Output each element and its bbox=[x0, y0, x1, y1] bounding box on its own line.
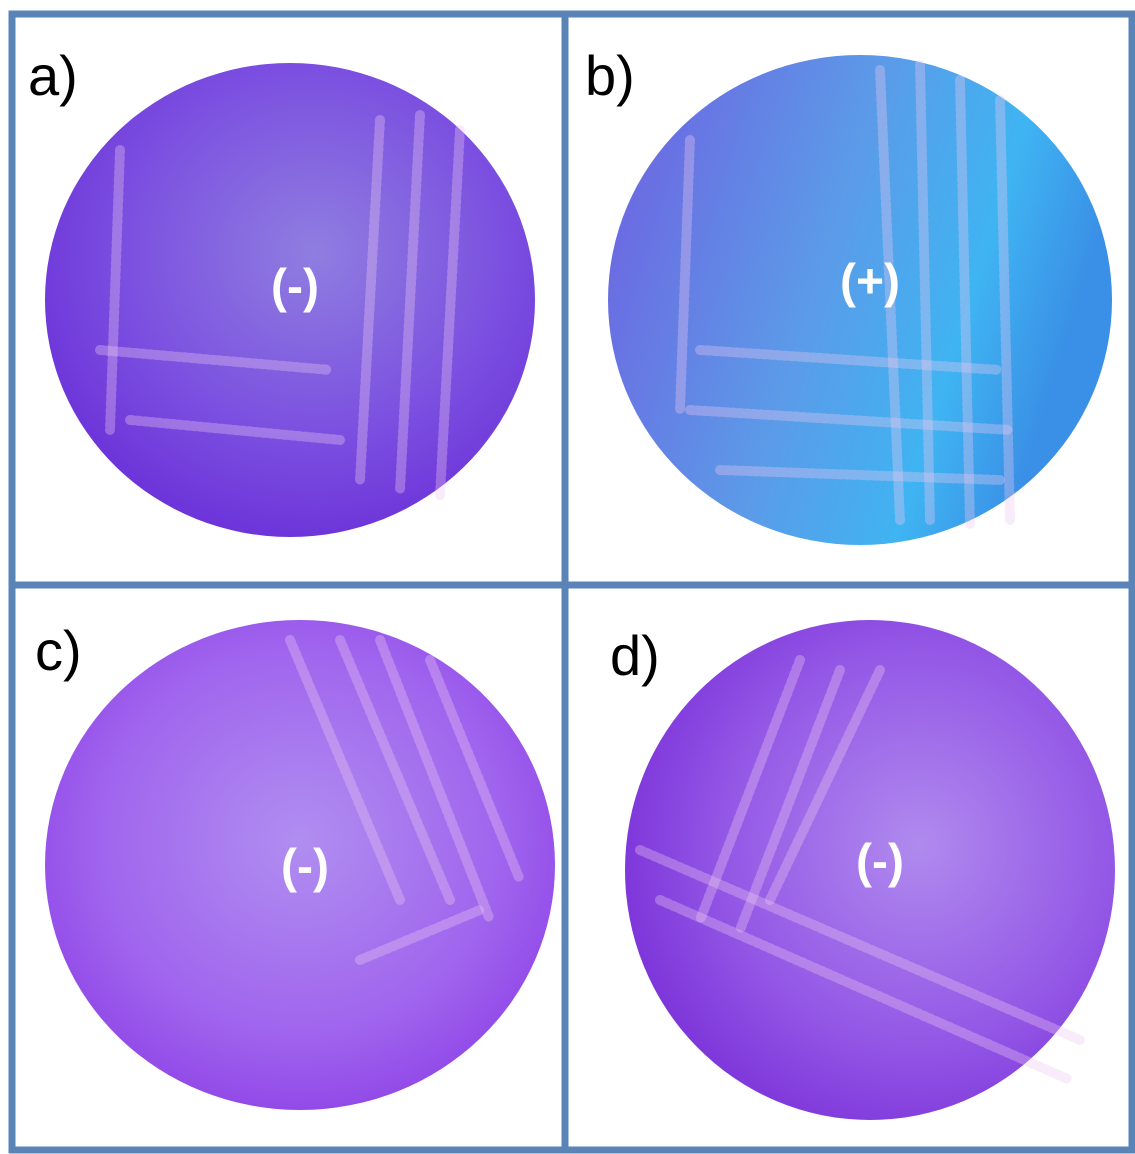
panel-label: c) bbox=[35, 619, 82, 682]
result-sign: (-) bbox=[271, 261, 319, 314]
panel: d) (-) bbox=[610, 620, 1115, 1120]
result-sign: (-) bbox=[856, 836, 904, 889]
panel: b) (+) bbox=[585, 44, 1112, 545]
panel-label: a) bbox=[28, 44, 78, 107]
panel-label: d) bbox=[610, 624, 660, 687]
panel-label: b) bbox=[585, 44, 635, 107]
panel: c) (-) bbox=[35, 619, 555, 1110]
result-sign: (-) bbox=[281, 841, 329, 894]
panel: a) (-) bbox=[28, 44, 535, 537]
figure: a) (-) b) (+) c) (-) d) (-) bbox=[0, 0, 1135, 1154]
result-sign: (+) bbox=[840, 256, 900, 309]
